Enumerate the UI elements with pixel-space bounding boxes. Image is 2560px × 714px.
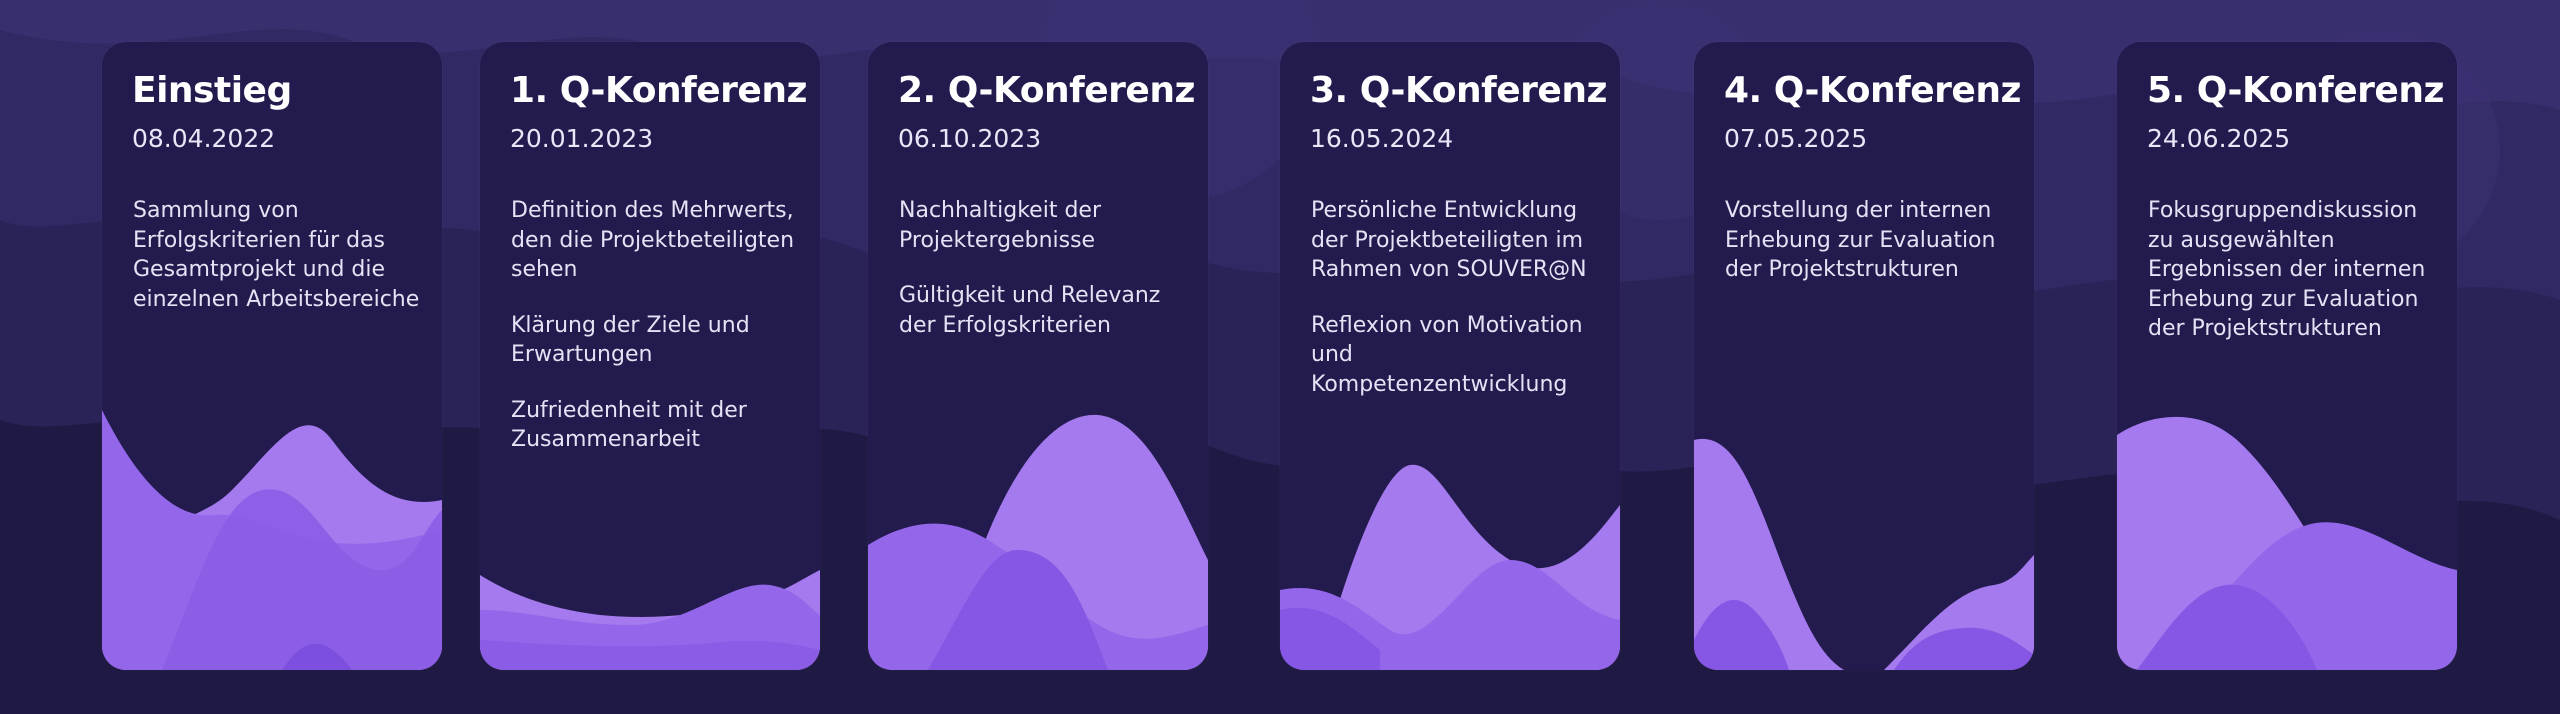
card-description: Persönliche Entwicklung der Projektbetei… <box>1311 196 1602 425</box>
card-paragraph: Klärung der Ziele und Erwartungen <box>511 312 750 368</box>
card-description: Fokusgruppendiskussion zu ausgewählten E… <box>2148 196 2439 370</box>
card-date: 24.06.2025 <box>2147 124 2291 153</box>
card-description: Nachhaltigkeit der Projektergebnisse Gül… <box>899 196 1190 366</box>
wave-decoration <box>1280 464 1620 670</box>
card-title: 4. Q-Konferenz <box>1724 70 2021 111</box>
card-paragraph: Sammlung von Erfolgskriterien für das Ge… <box>133 198 420 312</box>
card-paragraph: Fokusgruppendiskussion zu ausgewählten E… <box>2148 198 2426 341</box>
milestone-card-einstieg: Einstieg 08.04.2022 Sammlung von Erfolgs… <box>102 42 442 670</box>
wave-decoration <box>868 414 1208 670</box>
wave-decoration <box>102 410 442 670</box>
card-paragraph: Persönliche Entwicklung der Projektbetei… <box>1311 198 1587 282</box>
milestone-card-q-konferenz-1: 1. Q-Konferenz 20.01.2023 Definition des… <box>480 42 820 670</box>
card-date: 06.10.2023 <box>898 124 1042 153</box>
card-date: 20.01.2023 <box>510 124 654 153</box>
milestone-card-q-konferenz-4: 4. Q-Konferenz 07.05.2025 Vorstellung de… <box>1694 42 2034 670</box>
card-description: Sammlung von Erfolgskriterien für das Ge… <box>133 196 424 340</box>
card-title: 5. Q-Konferenz <box>2147 70 2444 111</box>
milestone-card-q-konferenz-5: 5. Q-Konferenz 24.06.2025 Fokusgruppendi… <box>2117 42 2457 670</box>
card-title: 2. Q-Konferenz <box>898 70 1195 111</box>
wave-decoration <box>480 570 820 670</box>
card-paragraph: Vorstellung der internen Erhebung zur Ev… <box>1725 198 1996 282</box>
milestone-card-q-konferenz-3: 3. Q-Konferenz 16.05.2024 Persönliche En… <box>1280 42 1620 670</box>
card-date: 07.05.2025 <box>1724 124 1868 153</box>
card-title: Einstieg <box>132 70 292 111</box>
card-title: 1. Q-Konferenz <box>510 70 807 111</box>
card-description: Vorstellung der internen Erhebung zur Ev… <box>1725 196 2016 311</box>
card-date: 16.05.2024 <box>1310 124 1454 153</box>
card-paragraph: Definition des Mehrwerts, den die Projek… <box>511 198 795 282</box>
milestone-card-q-konferenz-2: 2. Q-Konferenz 06.10.2023 Nachhaltigkeit… <box>868 42 1208 670</box>
wave-decoration <box>2117 416 2457 670</box>
card-title: 3. Q-Konferenz <box>1310 70 1607 111</box>
card-paragraph: Reflexion von Motivation und Kompetenzen… <box>1311 312 1583 397</box>
wave-decoration <box>1694 438 2034 670</box>
card-description: Definition des Mehrwerts, den die Projek… <box>511 196 802 481</box>
card-paragraph: Zufriedenheit mit der Zusammenarbeit <box>511 397 747 453</box>
card-paragraph: Gültigkeit und Relevanz der Erfolgskrite… <box>899 283 1161 338</box>
card-paragraph: Nachhaltigkeit der Projektergebnisse <box>899 198 1101 253</box>
card-date: 08.04.2022 <box>132 124 276 153</box>
